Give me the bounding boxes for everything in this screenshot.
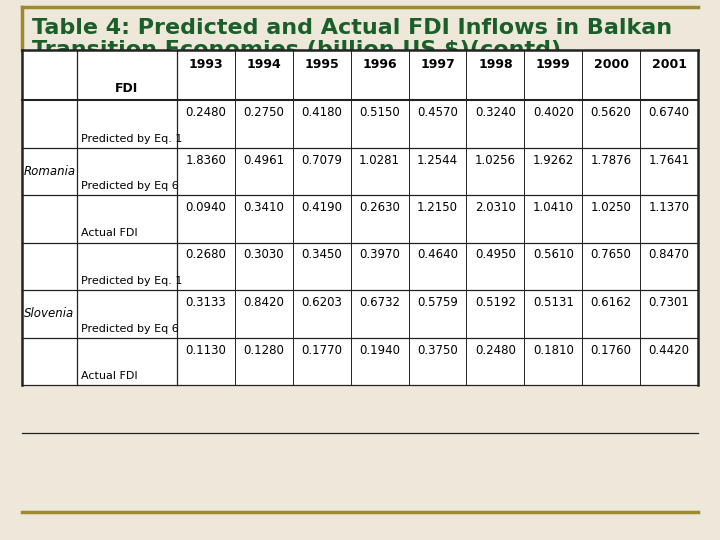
Text: 0.4190: 0.4190 — [301, 201, 342, 214]
Text: 0.3133: 0.3133 — [186, 296, 226, 309]
Text: Predicted by Eq 6: Predicted by Eq 6 — [81, 323, 179, 334]
Text: 1.7876: 1.7876 — [590, 153, 631, 166]
Text: 1.2150: 1.2150 — [417, 201, 458, 214]
Text: 0.3750: 0.3750 — [417, 343, 458, 356]
Text: 0.1940: 0.1940 — [359, 343, 400, 356]
Text: 0.6162: 0.6162 — [590, 296, 631, 309]
Text: 1.0410: 1.0410 — [533, 201, 574, 214]
Text: 0.7079: 0.7079 — [301, 153, 342, 166]
Text: 0.0940: 0.0940 — [186, 201, 226, 214]
Text: 0.7650: 0.7650 — [590, 248, 631, 261]
Text: 1998: 1998 — [478, 58, 513, 71]
Text: 0.3410: 0.3410 — [243, 201, 284, 214]
Text: 0.1770: 0.1770 — [301, 343, 342, 356]
Text: 1997: 1997 — [420, 58, 455, 71]
Text: 2001: 2001 — [652, 58, 687, 71]
Text: 0.1130: 0.1130 — [186, 343, 226, 356]
Text: 0.1280: 0.1280 — [243, 343, 284, 356]
Text: 0.5150: 0.5150 — [359, 106, 400, 119]
Text: 0.1760: 0.1760 — [590, 343, 631, 356]
Text: 0.4020: 0.4020 — [533, 106, 574, 119]
Text: 0.4961: 0.4961 — [243, 153, 284, 166]
Text: 0.7301: 0.7301 — [649, 296, 690, 309]
Text: 0.4640: 0.4640 — [417, 248, 458, 261]
Text: 1.2544: 1.2544 — [417, 153, 458, 166]
Text: 0.6203: 0.6203 — [301, 296, 342, 309]
Text: 1.0281: 1.0281 — [359, 153, 400, 166]
Text: 0.4570: 0.4570 — [417, 106, 458, 119]
Text: 0.5610: 0.5610 — [533, 248, 574, 261]
Text: 1995: 1995 — [305, 58, 339, 71]
Text: 0.2480: 0.2480 — [475, 343, 516, 356]
Text: 1994: 1994 — [246, 58, 282, 71]
Text: FDI: FDI — [115, 82, 139, 95]
Text: 0.4420: 0.4420 — [649, 343, 690, 356]
Text: 1.9262: 1.9262 — [533, 153, 574, 166]
Text: Table 4: Predicted and Actual FDI Inflows in Balkan: Table 4: Predicted and Actual FDI Inflow… — [32, 18, 672, 38]
Text: 1.8360: 1.8360 — [186, 153, 226, 166]
Text: 1996: 1996 — [362, 58, 397, 71]
FancyBboxPatch shape — [22, 50, 698, 385]
Text: Actual FDI: Actual FDI — [81, 371, 138, 381]
Text: 0.2480: 0.2480 — [186, 106, 226, 119]
Text: 0.4950: 0.4950 — [475, 248, 516, 261]
Text: 0.2750: 0.2750 — [243, 106, 284, 119]
Text: 0.5620: 0.5620 — [590, 106, 631, 119]
Text: 1.0256: 1.0256 — [475, 153, 516, 166]
Text: 0.5759: 0.5759 — [417, 296, 458, 309]
Text: 0.2630: 0.2630 — [359, 201, 400, 214]
Text: 0.6732: 0.6732 — [359, 296, 400, 309]
Text: Slovenia: Slovenia — [24, 307, 75, 320]
Text: 2000: 2000 — [594, 58, 629, 71]
Text: 2.0310: 2.0310 — [475, 201, 516, 214]
Text: 1999: 1999 — [536, 58, 570, 71]
Text: 0.8470: 0.8470 — [649, 248, 690, 261]
Text: 1993: 1993 — [189, 58, 223, 71]
Text: 0.4180: 0.4180 — [301, 106, 342, 119]
Text: 0.3970: 0.3970 — [359, 248, 400, 261]
Text: Transition Economies (billion US $)(contd): Transition Economies (billion US $)(cont… — [32, 40, 561, 60]
Text: 1.7641: 1.7641 — [649, 153, 690, 166]
Text: 1.0250: 1.0250 — [590, 201, 631, 214]
Text: 0.3450: 0.3450 — [302, 248, 342, 261]
Text: 0.3240: 0.3240 — [475, 106, 516, 119]
Text: 0.2680: 0.2680 — [186, 248, 226, 261]
Text: 0.5131: 0.5131 — [533, 296, 574, 309]
Text: 0.3030: 0.3030 — [243, 248, 284, 261]
Text: Romania: Romania — [24, 165, 76, 178]
Text: Predicted by Eq. 1: Predicted by Eq. 1 — [81, 276, 182, 286]
Text: 0.5192: 0.5192 — [475, 296, 516, 309]
Text: 0.8420: 0.8420 — [243, 296, 284, 309]
Text: 0.6740: 0.6740 — [649, 106, 690, 119]
Text: 1.1370: 1.1370 — [649, 201, 690, 214]
Text: Predicted by Eq. 1: Predicted by Eq. 1 — [81, 133, 182, 144]
Text: Predicted by Eq 6: Predicted by Eq 6 — [81, 181, 179, 191]
Text: Actual FDI: Actual FDI — [81, 228, 138, 239]
Text: 0.1810: 0.1810 — [533, 343, 574, 356]
